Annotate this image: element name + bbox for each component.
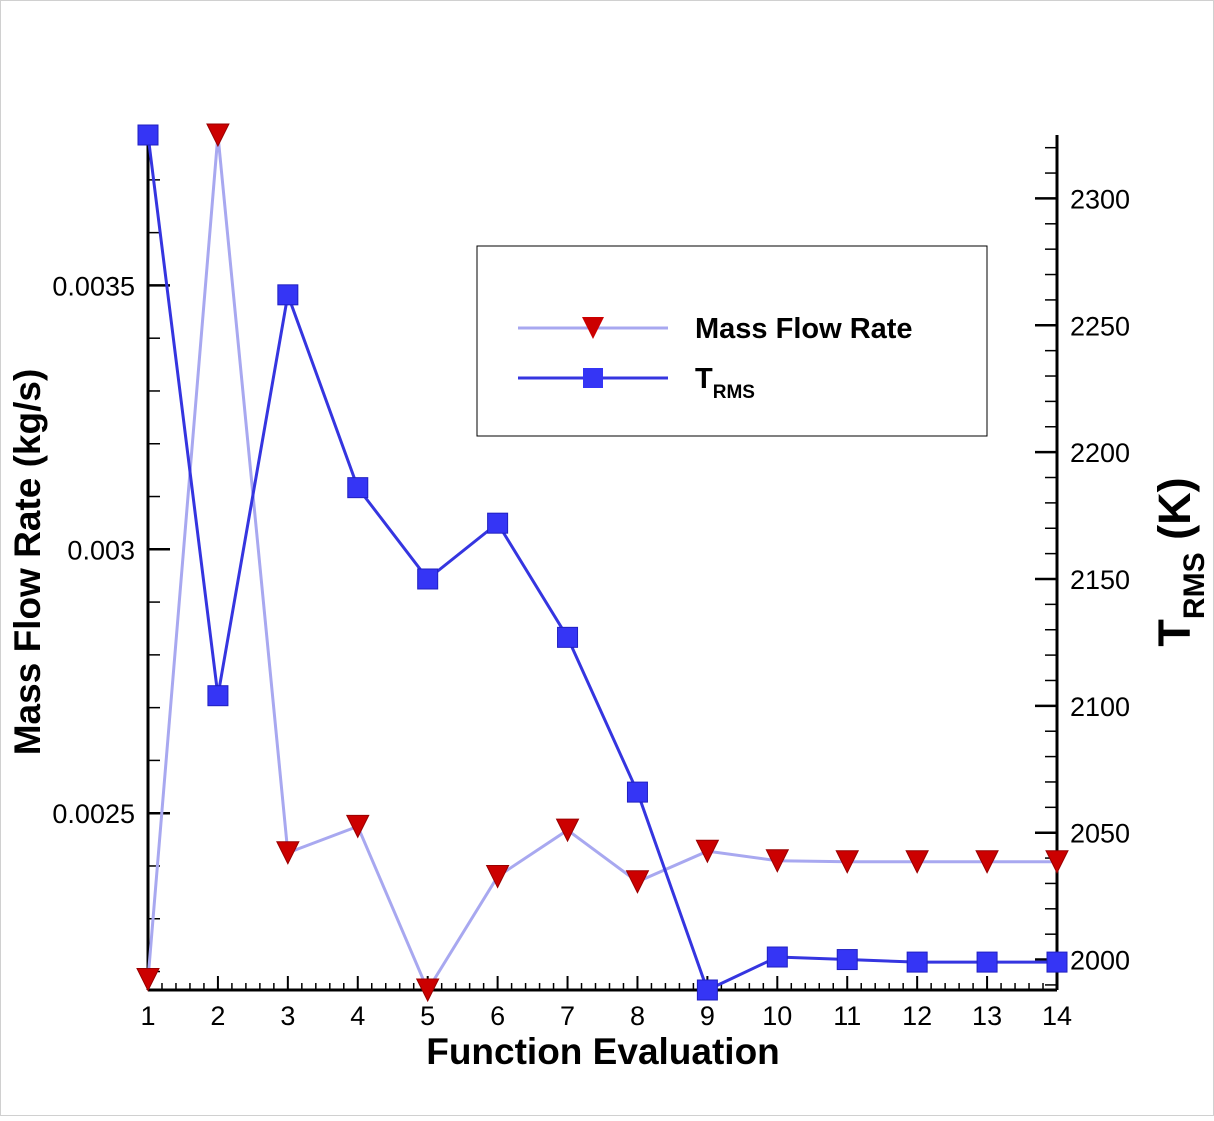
y-left-tick-label: 0.0025 bbox=[52, 799, 135, 829]
trms-point bbox=[347, 477, 369, 499]
legend-box bbox=[476, 245, 988, 437]
axes: 1 2 3 4 5 6 7 8 9 10 11 12 13 140.00250.0030.00352000… bbox=[52, 135, 1130, 1031]
x-tick-label: 2 bbox=[210, 1001, 225, 1031]
x-tick-label: 10 bbox=[762, 1001, 792, 1031]
x-axis-label: Function Evaluation bbox=[426, 1031, 780, 1072]
legend-label-trms-main: T bbox=[695, 363, 713, 395]
y-right-tick-label: 2300 bbox=[1070, 184, 1130, 214]
trms-point bbox=[557, 626, 579, 648]
mass-flow-point bbox=[345, 814, 370, 839]
trms-point bbox=[976, 951, 998, 973]
x-tick-label: 8 bbox=[630, 1001, 645, 1031]
trms-point bbox=[277, 284, 299, 306]
mass-flow-point bbox=[905, 850, 929, 874]
y-right-tick-label: 2050 bbox=[1070, 819, 1130, 849]
trms-point bbox=[766, 946, 788, 968]
x-tick-label: 13 bbox=[972, 1001, 1002, 1031]
mass-flow-point bbox=[625, 870, 650, 894]
trms-point bbox=[137, 124, 159, 146]
mass-flow-point bbox=[136, 967, 160, 992]
y-right-tick-label: 2000 bbox=[1070, 946, 1130, 976]
trms-point bbox=[836, 949, 858, 971]
trms-point bbox=[906, 951, 928, 973]
x-tick-label: 6 bbox=[490, 1001, 505, 1031]
x-tick-label: 3 bbox=[280, 1001, 295, 1031]
y-axis-right-label-sub: RMS bbox=[1178, 552, 1211, 619]
legend: Mass Flow Rate TRMS bbox=[476, 245, 988, 437]
y-axis-right-label-main: T bbox=[1149, 619, 1200, 647]
legend-label-mass-flow: Mass Flow Rate bbox=[695, 313, 913, 345]
trms-point bbox=[487, 512, 509, 534]
x-tick-label: 1 bbox=[140, 1001, 155, 1031]
trms-point bbox=[207, 685, 229, 707]
y-axis-right-label: TRMS (K) bbox=[1149, 477, 1211, 646]
legend-label-trms: TRMS bbox=[695, 363, 755, 403]
y-axis-right-label-unit: (K) bbox=[1149, 477, 1200, 552]
mass-flow-point bbox=[975, 850, 999, 874]
x-tick-label: 12 bbox=[902, 1001, 932, 1031]
trms-point bbox=[1046, 951, 1068, 973]
x-tick-label: 7 bbox=[560, 1001, 575, 1031]
x-tick-label: 4 bbox=[350, 1001, 365, 1031]
y-right-tick-label: 2200 bbox=[1070, 438, 1130, 468]
mass-flow-point bbox=[206, 123, 230, 148]
mass-flow-point bbox=[555, 818, 580, 843]
x-tick-label: 11 bbox=[833, 1001, 861, 1031]
series-line-trms bbox=[146, 134, 1057, 993]
trms-point bbox=[417, 568, 439, 590]
y-left-tick-label: 0.003 bbox=[67, 535, 135, 565]
x-tick-label: 9 bbox=[700, 1001, 715, 1031]
trms-point bbox=[696, 979, 718, 1001]
y-right-tick-label: 2150 bbox=[1070, 565, 1130, 595]
y-right-tick-label: 2100 bbox=[1070, 692, 1130, 722]
y-left-tick-label: 0.0035 bbox=[52, 271, 135, 301]
legend-marker-trms bbox=[583, 368, 603, 388]
mass-flow-point bbox=[1045, 850, 1069, 874]
mass-flow-point bbox=[695, 839, 720, 864]
mass-flow-point bbox=[835, 850, 860, 874]
legend-label-trms-sub: RMS bbox=[713, 382, 755, 403]
y-right-tick-label: 2250 bbox=[1070, 311, 1130, 341]
mass-flow-point bbox=[765, 849, 790, 873]
trms-point bbox=[626, 781, 648, 803]
series-line-mass-flow bbox=[146, 134, 1057, 994]
series bbox=[136, 123, 1069, 1003]
x-tick-label: 5 bbox=[420, 1001, 435, 1031]
mass-flow-point bbox=[485, 865, 510, 889]
legend-marker-mass-flow bbox=[582, 317, 604, 339]
mass-flow-point bbox=[276, 841, 300, 865]
x-tick-label: 14 bbox=[1042, 1001, 1072, 1031]
mass-flow-point bbox=[415, 978, 440, 1003]
y-axis-left-label: Mass Flow Rate (kg/s) bbox=[7, 369, 48, 756]
